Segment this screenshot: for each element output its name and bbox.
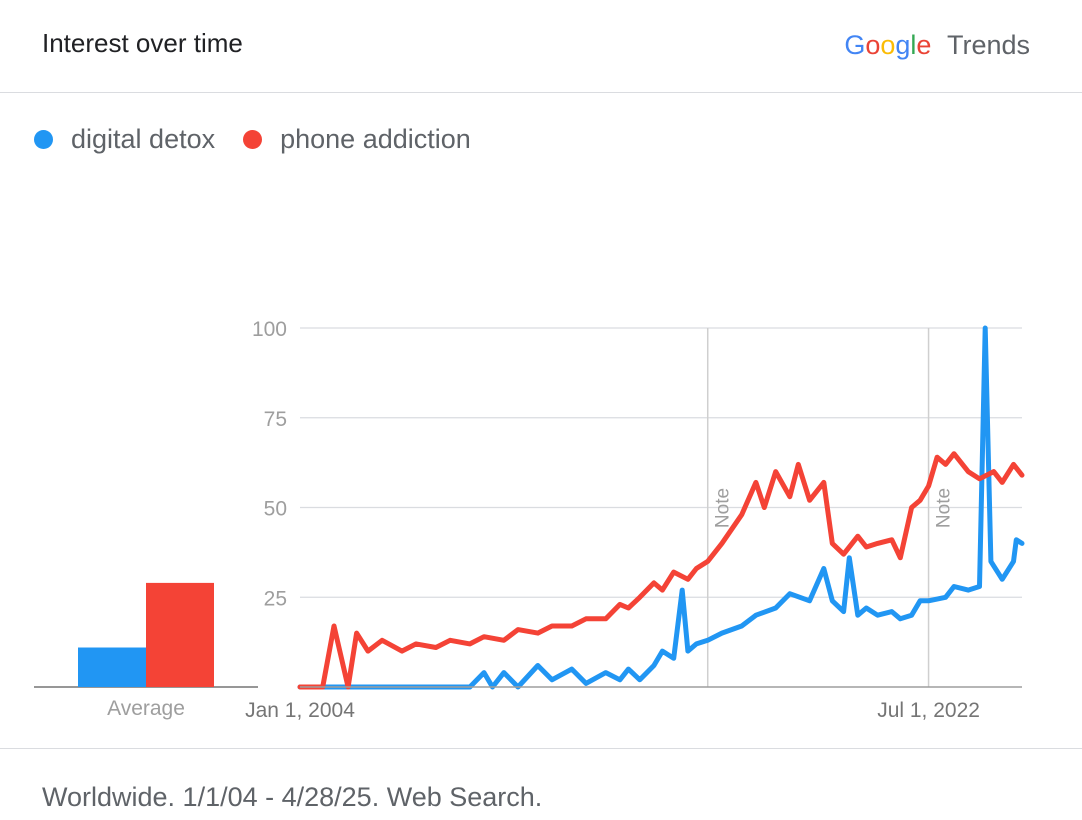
chart-legend: digital detox phone addiction (34, 124, 499, 155)
x-tick-label: Jul 1, 2022 (877, 699, 980, 722)
y-tick-label: 50 (264, 498, 287, 521)
legend-item-phone-addiction[interactable]: phone addiction (243, 124, 471, 155)
chart-header: Interest over time Google Trends (0, 0, 1082, 93)
average-bar-digital-detox (78, 647, 146, 687)
legend-dot-icon (243, 130, 263, 149)
y-tick-label: 25 (264, 587, 287, 610)
legend-label: phone addiction (280, 124, 471, 154)
average-label: Average (107, 697, 185, 720)
chart-title: Interest over time (42, 28, 243, 58)
series-line-phone-addiction (297, 451, 1025, 690)
note-label: Note (713, 488, 734, 528)
footer-divider (0, 748, 1082, 749)
trends-wordmark: Trends (946, 30, 1030, 60)
google-trends-logo[interactable]: Google Trends (844, 30, 1030, 61)
interest-over-time-chart[interactable]: 25 50 75 100 Note Note Jan 1, 2004 Jul 1, 2022 A… (0, 300, 1082, 740)
legend-item-digital-detox[interactable]: digital detox (34, 124, 215, 155)
y-tick-label: 100 (252, 318, 287, 341)
note-label: Note (934, 488, 955, 528)
y-tick-label: 75 (264, 408, 287, 431)
legend-dot-icon (34, 130, 53, 149)
legend-label: digital detox (71, 124, 216, 154)
x-tick-label: Jan 1, 2004 (245, 699, 355, 722)
average-bar-phone-addiction (146, 582, 214, 687)
footer-caption: Worldwide. 1/1/04 - 4/28/25. Web Search. (42, 782, 543, 812)
series-line-digital-detox (297, 325, 1025, 690)
google-wordmark: Google (844, 30, 932, 60)
